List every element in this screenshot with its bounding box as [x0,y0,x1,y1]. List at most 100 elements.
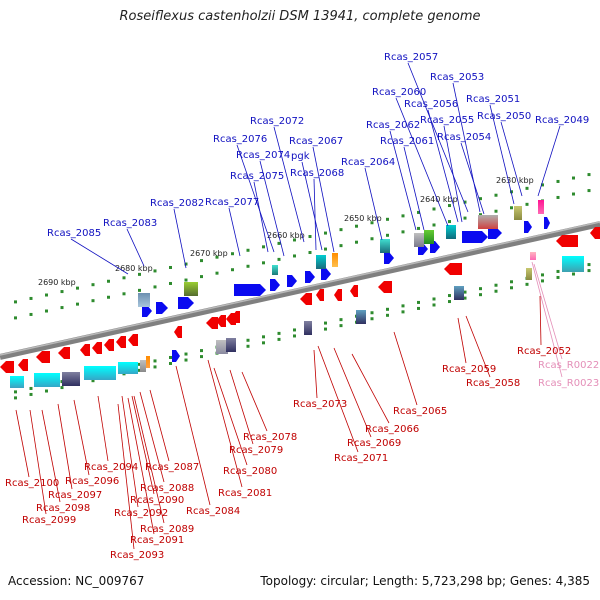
leader-line [133,395,165,524]
tick-mark [541,183,544,187]
tick-mark [432,303,436,307]
leader-line [70,238,129,275]
gene-label[interactable]: Rcas_2092 [114,508,168,519]
reverse-gene [0,361,14,373]
tick-mark [370,237,374,241]
gene-label[interactable]: Rcas_2056 [404,99,458,110]
gene-label[interactable]: Rcas_2080 [223,466,277,477]
tick-mark [138,272,141,276]
gene-label[interactable]: Rcas_2087 [145,462,199,473]
tick-mark [138,362,141,366]
tick-mark [479,213,482,217]
leader-line [364,167,383,241]
tick-mark [200,259,203,263]
leader-line [126,228,145,267]
tick-mark [525,282,529,286]
gene-label[interactable]: Rcas_2068 [290,168,344,179]
gene-label[interactable]: Rcas_2097 [48,490,102,501]
forward-gene [156,302,168,314]
feature-box [146,356,150,368]
gene-label[interactable]: Rcas_2061 [380,136,434,147]
tick-mark [231,268,234,272]
gene-label[interactable]: Rcas_2096 [65,476,119,487]
gene-label[interactable]: Rcas_2091 [130,535,184,546]
tick-mark [432,223,436,227]
forward-gene [172,350,180,362]
gene-label[interactable]: Rcas_2072 [250,116,304,127]
tick-mark [494,289,498,293]
gene-label[interactable]: Rcas_2057 [384,52,438,63]
gene-label[interactable]: Rcas_2098 [36,503,90,514]
gene-label[interactable]: Rcas_2081 [218,488,272,499]
tick-mark [432,207,436,211]
forward-gene [384,252,394,264]
gene-label[interactable]: Rcas_2058 [466,378,520,389]
forward-gene [321,268,331,280]
gene-label[interactable]: Rcas_2050 [477,111,531,122]
gene-label[interactable]: Rcas_2084 [186,506,240,517]
gene-label[interactable]: Rcas_2066 [365,424,419,435]
gene-label[interactable]: Rcas_2067 [289,136,343,147]
gene-label[interactable]: Rcas_2069 [347,438,401,449]
reverse-gene [36,351,50,363]
gene-label[interactable]: Rcas_2051 [466,94,520,105]
gene-label[interactable]: Rcas_2083 [103,218,157,229]
gene-label[interactable]: Rcas_2049 [535,115,589,126]
gene-label[interactable]: Rcas_2077 [205,197,259,208]
gene-label[interactable]: Rcas_2089 [140,524,194,535]
leader-line [213,367,248,466]
gene-label[interactable]: Rcas_2071 [334,453,388,464]
gene-label[interactable]: Rcas_2055 [420,115,474,126]
gene-label[interactable]: Rcas_2065 [393,406,447,417]
gene-label[interactable]: Rcas_2053 [430,72,484,83]
tick-mark [448,300,451,304]
tick-mark [324,327,327,331]
tick-mark [29,296,33,300]
gene-label[interactable]: Rcas_2054 [437,132,491,143]
gene-label[interactable]: Rcas_2082 [150,198,204,209]
gene-label[interactable]: Rcas_R0022 [538,360,599,371]
tick-mark [339,324,343,328]
gene-label[interactable]: Rcas_2090 [130,495,184,506]
tick-mark [293,334,296,338]
gene-label[interactable]: Rcas_R0023 [538,378,599,389]
gene-label[interactable]: Rcas_2064 [341,157,395,168]
tick-mark [510,286,513,290]
gene-label[interactable]: Rcas_2052 [517,346,571,357]
gene-label[interactable]: Rcas_2075 [230,171,284,182]
gene-label[interactable]: Rcas_2085 [47,228,101,239]
tick-mark [122,292,126,296]
gene-label[interactable]: Rcas_2076 [213,134,267,145]
gene-label[interactable]: Rcas_2062 [366,120,420,131]
leader-line [452,82,481,213]
gene-label[interactable]: Rcas_2093 [110,550,164,561]
tick-mark [510,190,513,194]
gene-label[interactable]: Rcas_2074 [236,150,290,161]
reverse-gene [350,285,358,297]
tick-mark [572,272,575,276]
tick-mark [494,283,498,287]
gene-label[interactable]: Rcas_2099 [22,515,76,526]
tick-mark [107,295,110,299]
gene-label[interactable]: Rcas_2073 [293,399,347,410]
tick-mark [448,294,451,298]
tick-mark [29,392,33,396]
gene-label[interactable]: Rcas_2059 [442,364,496,375]
gene-label[interactable]: Rcas_2094 [84,462,138,473]
leader-line [273,126,305,243]
gene-label[interactable]: Rcas_2100 [5,478,59,489]
tick-mark [277,337,281,341]
tick-mark [215,271,219,275]
tick-mark [572,176,575,180]
tick-mark [277,331,281,335]
gene-label[interactable]: Rcas_2088 [140,483,194,494]
tick-mark [324,247,327,251]
gene-label[interactable]: Rcas_2060 [372,87,426,98]
leader-line [175,365,211,506]
gene-label[interactable]: Rcas_2078 [243,432,297,443]
tick-mark [262,245,265,249]
gene-label[interactable]: Rcas_2079 [229,445,283,456]
scale-label: 2670 kbp [190,249,228,258]
gene-label[interactable]: pgk [291,151,310,162]
